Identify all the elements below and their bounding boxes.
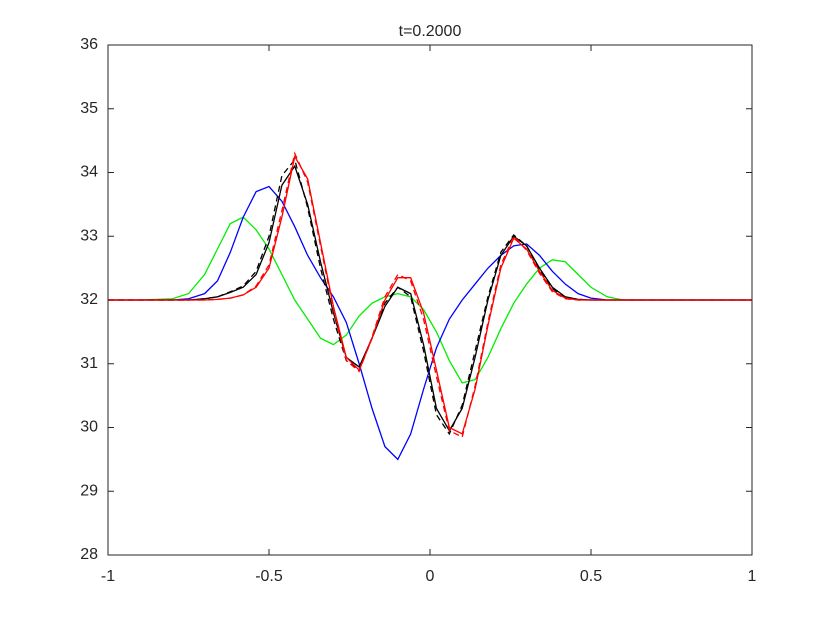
x-tick-label: -0.5	[255, 568, 283, 585]
y-tick-label: 34	[80, 164, 98, 181]
line	[108, 185, 752, 461]
x-tick-label: -1	[101, 568, 115, 585]
line	[108, 151, 752, 438]
chart-title: t=0.2000	[399, 23, 462, 40]
x-tick-label: 0	[426, 568, 435, 585]
x-tick-label: 0.5	[580, 568, 602, 585]
axes-box	[107, 44, 753, 556]
line	[108, 216, 752, 384]
x-tick-label: 1	[748, 568, 757, 585]
y-tick-label: 33	[80, 227, 98, 244]
y-tick-label: 36	[80, 36, 98, 53]
y-tick-label: 31	[80, 355, 98, 372]
y-tick-label: 32	[80, 291, 98, 308]
y-tick-label: 35	[80, 100, 98, 117]
y-tick-label: 28	[80, 546, 98, 563]
y-tick-label: 30	[80, 419, 98, 436]
y-tick-label: 29	[80, 482, 98, 499]
